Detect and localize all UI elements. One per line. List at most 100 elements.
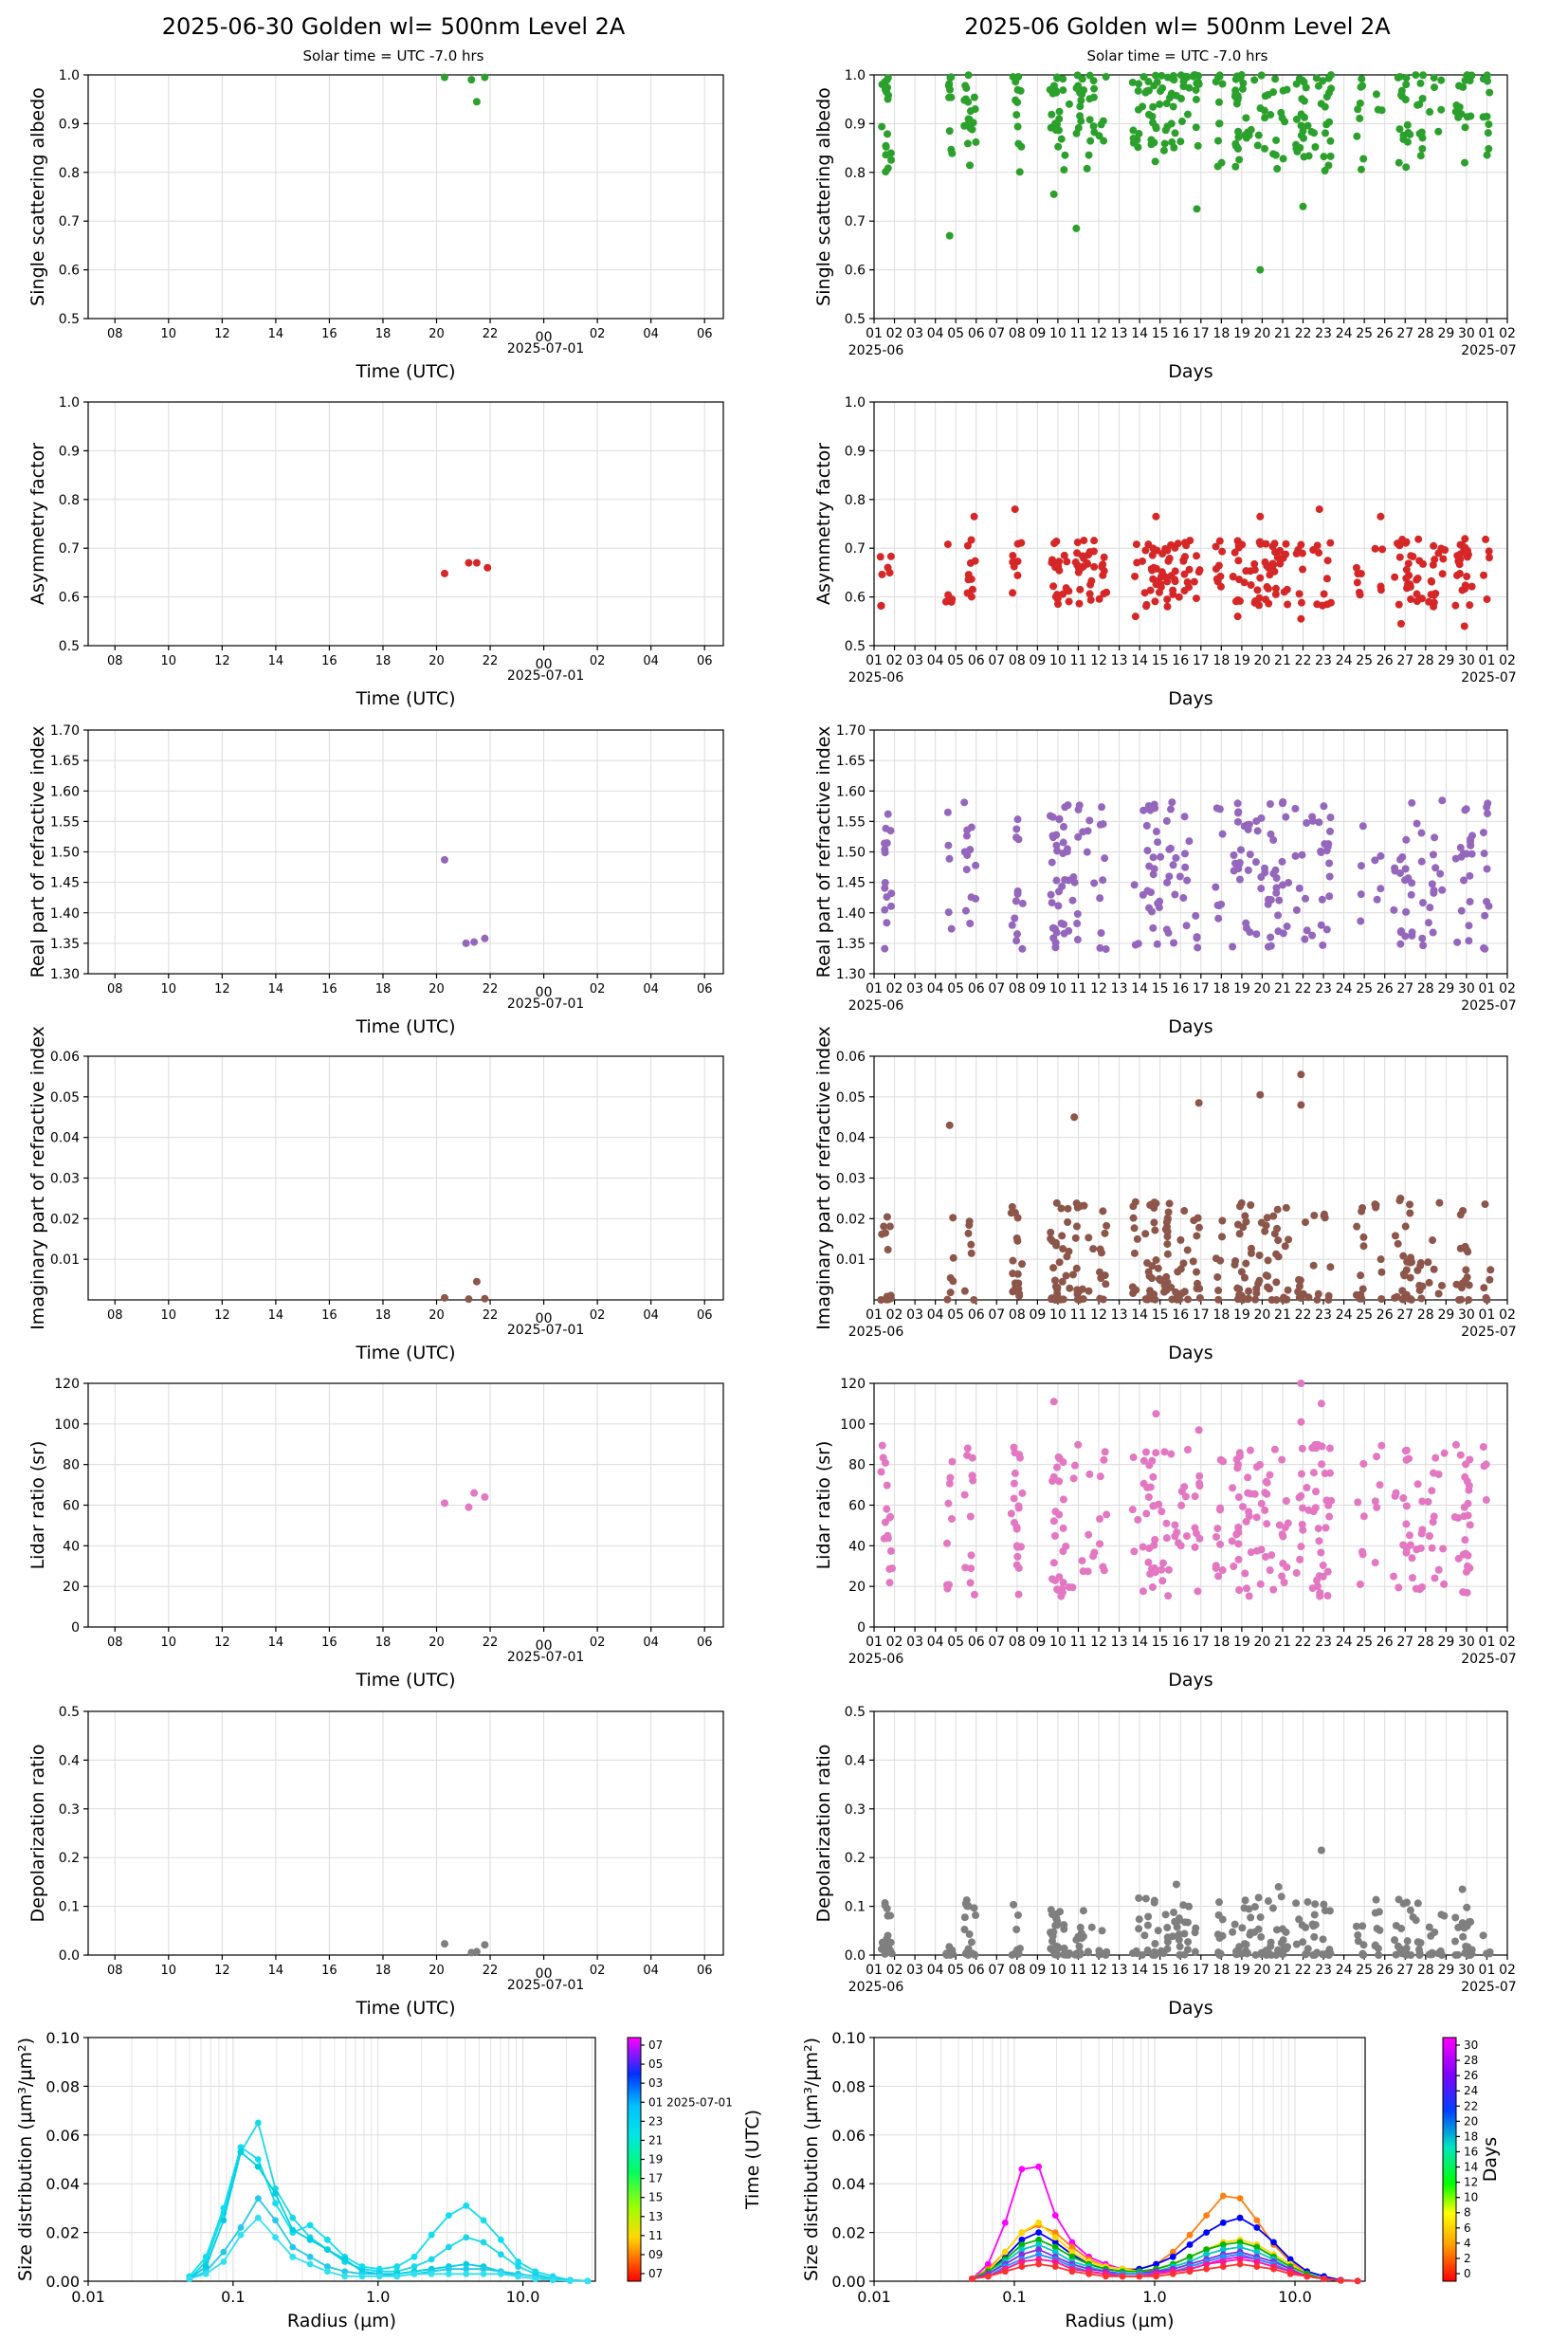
right-xtick-label: 13 [1111, 326, 1128, 341]
monthly-point [1467, 1950, 1475, 1959]
monthly-point [1395, 158, 1403, 167]
monthly-point [1325, 1907, 1334, 1915]
monthly-point [1312, 74, 1321, 82]
monthly-point [1270, 539, 1279, 548]
monthly-point [1398, 852, 1407, 861]
monthly-point [881, 884, 889, 892]
colorbar-tick-label: 23 [648, 2114, 663, 2128]
monthly-point [887, 155, 896, 164]
monthly-point [1064, 1218, 1072, 1227]
right-xtick-label: 14 [1131, 1307, 1148, 1323]
colorbar-tick-label: 13 [648, 2210, 663, 2223]
monthly-point [1059, 1458, 1067, 1467]
monthly-point [1250, 559, 1259, 568]
monthly-point [1164, 557, 1173, 565]
left-ytick-label: 0.7 [59, 541, 80, 557]
monthly-point [1485, 547, 1493, 556]
monthly-point [1171, 129, 1179, 137]
monthly-point [1485, 144, 1493, 153]
monthly-point [1234, 127, 1243, 136]
monthly-point [1214, 98, 1223, 106]
monthly-point [1255, 538, 1264, 546]
right-xtick-label: 20 [1254, 653, 1271, 668]
monthly-point [1170, 939, 1178, 947]
monthly-point [947, 145, 956, 154]
sd-xtick-label: 0.01 [857, 2288, 891, 2306]
monthly-point [948, 1457, 957, 1466]
monthly-point [1128, 1506, 1137, 1514]
left-xtick-label: 00 [536, 1311, 553, 1326]
monthly-point [1483, 112, 1491, 120]
monthly-point [1144, 801, 1153, 810]
right-xtick-label: 26 [1377, 981, 1394, 996]
monthly-point [1235, 1585, 1244, 1594]
right-xtick-label: 30 [1458, 1307, 1475, 1323]
sd-series-point [289, 2214, 297, 2221]
left-xtick-label: 14 [268, 1308, 284, 1323]
monthly-point [1299, 1526, 1307, 1534]
monthly-point [1277, 1939, 1285, 1947]
monthly-point [1461, 581, 1469, 590]
monthly-point [1359, 1941, 1368, 1949]
monthly-point [1231, 1257, 1240, 1266]
monthly-point [1075, 801, 1084, 810]
left-ytick-label: 40 [63, 1539, 80, 1554]
sd-series-point [306, 2236, 314, 2243]
monthly-point [1194, 1587, 1202, 1596]
monthly-point [1015, 1945, 1024, 1953]
monthly-point [1144, 1268, 1153, 1276]
monthly-point [1278, 799, 1286, 808]
monthly-point [1414, 1946, 1423, 1954]
monthly-point [1301, 113, 1309, 121]
monthly-point [1250, 1490, 1259, 1498]
monthly-point [1281, 551, 1289, 559]
monthly-point [1254, 1893, 1263, 1902]
sd-ytick-label: 0.04 [831, 2175, 866, 2193]
sd-series-point [1035, 2246, 1043, 2253]
right-xtick-label: 27 [1396, 1963, 1413, 1978]
monthly-point [1277, 1892, 1285, 1901]
monthly-point [1235, 1452, 1244, 1460]
right-xtick-label: 21 [1274, 981, 1291, 996]
sd-series-point [1018, 2258, 1026, 2265]
monthly-point [1295, 590, 1304, 598]
monthly-point [1152, 1449, 1160, 1457]
left-date-label: 2025-07-01 [507, 1978, 584, 1993]
monthly-point [1242, 1259, 1250, 1268]
monthly-point [1097, 120, 1105, 129]
monthly-point [1390, 905, 1398, 914]
monthly-point [1406, 1541, 1414, 1549]
left-xtick-label: 20 [428, 654, 445, 668]
monthly-point [1059, 1245, 1067, 1253]
left-xtick-label: 20 [428, 1636, 445, 1650]
monthly-point [1233, 612, 1242, 621]
monthly-point [1284, 600, 1292, 609]
monthly-point [1401, 932, 1410, 941]
right-xtick-label: 19 [1233, 981, 1250, 996]
monthly-point [1214, 1572, 1223, 1581]
sd-series-point [1001, 2268, 1009, 2276]
monthly-point [1164, 1565, 1173, 1574]
monthly-point [1085, 816, 1094, 825]
monthly-point [1256, 1090, 1265, 1099]
monthly-point [1431, 864, 1440, 872]
monthly-point [1195, 1293, 1204, 1302]
monthly-point [1402, 565, 1411, 574]
right-xtick-label: 24 [1336, 653, 1353, 668]
colorbar-label: Days [1480, 2137, 1501, 2182]
right-xtick-label: 21 [1274, 1635, 1291, 1650]
monthly-point [1250, 1903, 1259, 1911]
monthly-point [1402, 74, 1411, 82]
monthly-point [1391, 1232, 1399, 1240]
left-ytick-label: 0.2 [59, 1851, 80, 1866]
right-xtick-label: 18 [1212, 1635, 1230, 1650]
monthly-point [1162, 1534, 1171, 1543]
monthly-point [1278, 1572, 1286, 1581]
monthly-point [1158, 1565, 1166, 1574]
monthly-point [1482, 535, 1490, 543]
monthly-point [880, 1222, 888, 1231]
monthly-point [1297, 1470, 1305, 1478]
monthly-point [885, 1222, 894, 1231]
monthly-point [1458, 1885, 1467, 1893]
right-xtick-label: 16 [1172, 1307, 1189, 1323]
